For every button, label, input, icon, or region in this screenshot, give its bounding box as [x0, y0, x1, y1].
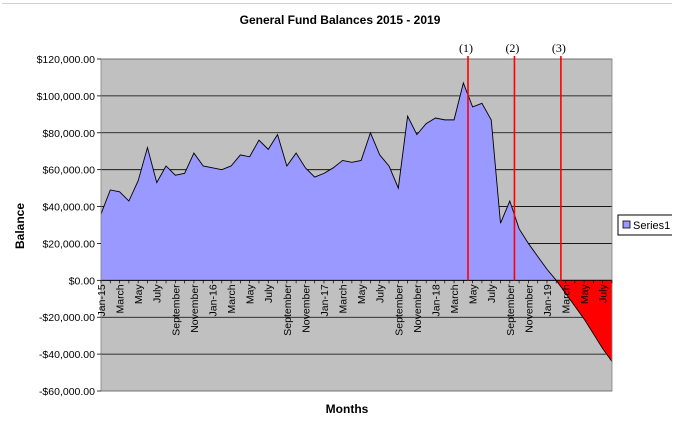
legend-box: [617, 214, 672, 236]
marker-label: (2): [505, 41, 519, 55]
x-tick-label: November: [300, 284, 312, 333]
x-tick-label: July: [152, 284, 164, 303]
chart-title: General Fund Balances 2015 - 2019: [240, 13, 441, 27]
x-tick-label: May: [579, 284, 591, 305]
legend: Series1: [617, 214, 672, 236]
legend-label: Series1: [633, 220, 670, 232]
series-line: [100, 81, 613, 362]
y-tick-label: $40,000.00: [42, 202, 95, 214]
y-tick-label: $20,000.00: [42, 238, 95, 250]
x-tick-label: Jan-15: [96, 284, 108, 316]
x-tick-label: March: [226, 284, 238, 313]
y-tick-label: -$20,000.00: [39, 312, 95, 324]
y-tick-label: $120,000.00: [37, 54, 96, 66]
x-tick-label: Jan-17: [319, 284, 331, 316]
x-tick-label: March: [115, 284, 127, 313]
y-tick-label: $0.00: [69, 275, 95, 287]
x-tick-label: November: [189, 284, 201, 333]
y-tick-label: $100,000.00: [37, 91, 96, 103]
x-tick-label: Jan-19: [542, 284, 554, 316]
y-axis-title: Balance: [13, 203, 27, 249]
x-tick-label: May: [468, 284, 480, 305]
y-tick-label: $60,000.00: [42, 165, 95, 177]
y-tick-label: -$40,000.00: [39, 349, 95, 361]
marker-label: (3): [552, 41, 566, 55]
y-tick-label: $80,000.00: [42, 128, 95, 140]
x-tick-label: September: [282, 284, 294, 336]
x-tick-label: July: [598, 284, 610, 303]
x-tick-label: July: [263, 284, 275, 303]
x-tick-label: March: [449, 284, 461, 313]
x-tick-label: May: [245, 284, 257, 305]
x-tick-label: March: [561, 284, 573, 313]
x-tick-label: July: [375, 284, 387, 303]
chart-area: General Fund Balances 2015 - 2019 (1) (2)…: [13, 13, 672, 416]
plot-border: [100, 58, 613, 392]
x-tick-label: September: [505, 284, 517, 336]
x-tick-label: March: [338, 284, 350, 313]
x-tick-label: November: [523, 284, 535, 333]
x-tick-label: May: [133, 284, 145, 305]
x-tick-label: November: [412, 284, 424, 333]
legend-swatch: [622, 220, 631, 229]
marker-label: (1): [459, 41, 473, 55]
x-tick-label: May: [356, 284, 368, 305]
x-tick-label: July: [486, 284, 498, 303]
x-axis-title: Months: [326, 402, 369, 416]
series-area-positive: [101, 82, 612, 281]
x-tick-label: September: [393, 284, 405, 336]
x-tick-label: Jan-18: [431, 284, 443, 316]
y-tick-label: -$60,000.00: [39, 386, 95, 398]
x-tick-label: September: [170, 284, 182, 336]
x-tick-label: Jan-16: [208, 284, 220, 316]
chart-frame: General Fund Balances 2015 - 2019 (1) (2)…: [2, 3, 672, 420]
